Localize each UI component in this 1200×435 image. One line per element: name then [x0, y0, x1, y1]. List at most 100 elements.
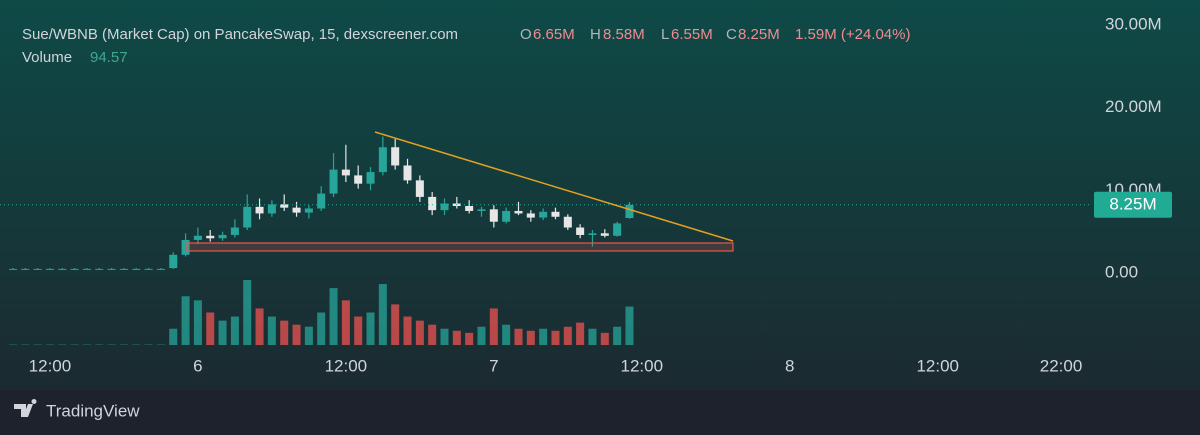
- candle-body: [218, 234, 227, 239]
- legend-value: 6.55M: [671, 26, 713, 43]
- candle-body: [169, 254, 178, 269]
- candle-body: [206, 235, 215, 239]
- candle-body: [243, 206, 252, 228]
- candle-body: [255, 206, 264, 214]
- volume-bar: [563, 326, 572, 345]
- volume-bar: [317, 312, 326, 345]
- volume-bar: [514, 328, 523, 345]
- chart-title: Sue/WBNB (Market Cap) on PancakeSwap, 15…: [22, 26, 458, 43]
- candle-body: [465, 206, 474, 211]
- candle-body: [95, 268, 104, 270]
- legend-label: C: [726, 26, 737, 43]
- legend-label: O: [520, 26, 532, 43]
- volume-bar: [354, 316, 363, 345]
- candle-body: [428, 196, 437, 211]
- candle-body: [502, 210, 511, 222]
- support-zone: [186, 242, 734, 252]
- x-tick-label: 12:00: [916, 356, 959, 375]
- candle-body: [317, 193, 326, 209]
- volume-bar: [403, 316, 412, 345]
- volume-bar: [600, 332, 609, 345]
- brand-name: TradingView: [46, 401, 140, 420]
- trend-line: [374, 131, 734, 242]
- candle-body: [526, 213, 535, 218]
- y-tick-label: 30.00M: [1105, 14, 1162, 33]
- volume-bar: [613, 326, 622, 345]
- candle-body: [354, 175, 363, 184]
- volume-bar: [267, 316, 276, 345]
- volume-bar: [526, 330, 535, 345]
- legend-value: 8.58M: [603, 26, 645, 43]
- x-tick-label: 22:00: [1040, 356, 1083, 375]
- x-tick-label: 12:00: [621, 356, 664, 375]
- legend-label: H: [590, 26, 601, 43]
- candle-body: [625, 204, 634, 219]
- x-tick-label: 7: [489, 356, 498, 375]
- volume-bar: [452, 330, 461, 345]
- candle-body: [391, 147, 400, 166]
- candle-body: [33, 268, 42, 270]
- legend-value: 6.65M: [533, 26, 575, 43]
- volume-bar: [428, 324, 437, 345]
- volume-bar: [625, 306, 634, 345]
- x-tick-label: 12:00: [29, 356, 72, 375]
- candle-body: [613, 223, 622, 236]
- candle-body: [329, 169, 338, 194]
- candle-body: [107, 268, 116, 270]
- legend-label: L: [661, 26, 669, 43]
- candle-body: [181, 239, 190, 255]
- chart-background: [0, 0, 1200, 390]
- volume-bar: [415, 320, 424, 345]
- volume-bar: [292, 324, 301, 345]
- candle-body: [267, 204, 276, 214]
- candle-body: [415, 180, 424, 197]
- candle-body: [70, 268, 79, 270]
- volume-bar: [576, 322, 585, 345]
- candle-body: [403, 165, 412, 181]
- candle-body: [304, 208, 313, 213]
- volume-bar: [489, 308, 498, 345]
- volume-bar: [502, 324, 511, 345]
- volume-bar: [551, 330, 560, 345]
- candle-body: [292, 207, 301, 213]
- candle-body: [45, 268, 54, 270]
- volume-bar: [181, 296, 190, 345]
- y-tick-label: 0.00: [1105, 263, 1138, 282]
- candle-body: [477, 209, 486, 211]
- volume-bar: [440, 328, 449, 345]
- candle-body: [489, 209, 498, 222]
- candle-body: [8, 268, 17, 270]
- candle-body: [193, 235, 202, 240]
- candle-body: [600, 233, 609, 236]
- footer-background: [0, 390, 1200, 435]
- volume-bar: [391, 304, 400, 345]
- volume-bar: [243, 280, 252, 345]
- volume-value: 94.57: [90, 49, 128, 66]
- volume-bar: [193, 300, 202, 345]
- candle-body: [82, 268, 91, 270]
- candle-body: [21, 268, 30, 270]
- y-tick-label: 20.00M: [1105, 97, 1162, 116]
- volume-label: Volume: [22, 49, 72, 66]
- volume-bar: [169, 328, 178, 345]
- candle-body: [144, 268, 153, 270]
- volume-bar: [329, 288, 338, 345]
- candle-body: [378, 147, 387, 173]
- volume-bar: [230, 316, 239, 345]
- x-tick-label: 6: [193, 356, 202, 375]
- candle-body: [563, 216, 572, 228]
- volume-bar: [206, 312, 215, 345]
- legend-change: 1.59M (+24.04%): [795, 26, 910, 43]
- candle-body: [366, 172, 375, 184]
- candle-body: [58, 268, 67, 270]
- legend-value: 8.25M: [738, 26, 780, 43]
- candle-body: [119, 268, 128, 270]
- candle-body: [551, 211, 560, 217]
- candle-body: [230, 227, 239, 235]
- brand-logo: [14, 399, 37, 417]
- candle-body: [156, 268, 165, 270]
- volume-bar: [255, 308, 264, 345]
- volume-bar: [366, 312, 375, 345]
- candle-body: [514, 210, 523, 214]
